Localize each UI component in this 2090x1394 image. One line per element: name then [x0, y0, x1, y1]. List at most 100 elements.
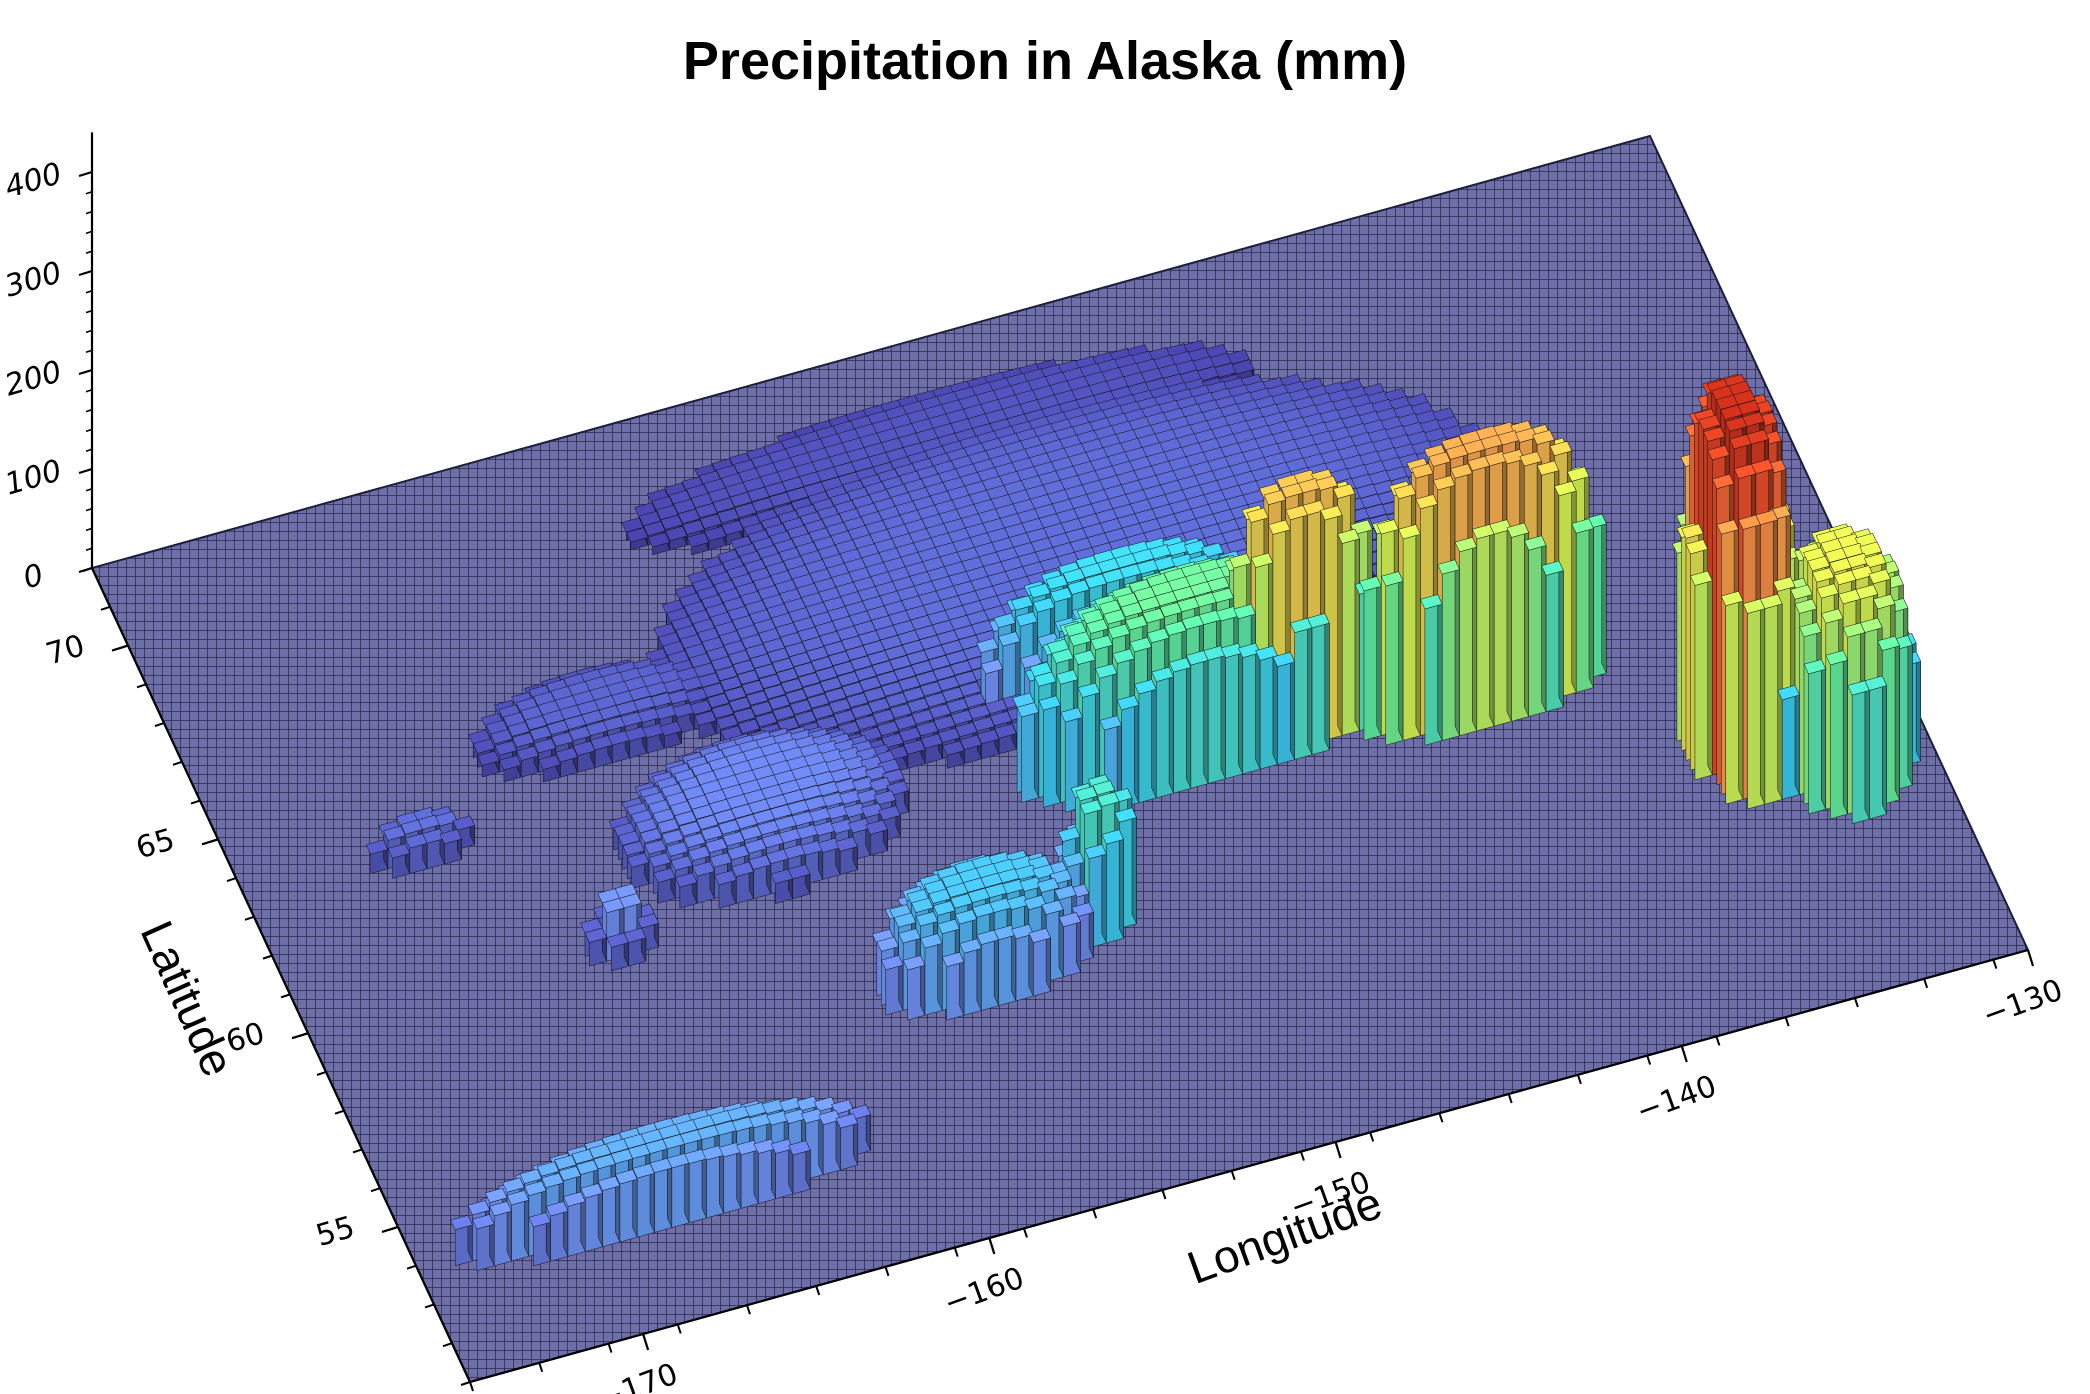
z-minor-tick — [85, 389, 93, 393]
z-minor-tick — [85, 527, 93, 532]
x-minor-tick — [1784, 1016, 1790, 1027]
y-minor-tick — [172, 760, 183, 766]
data-bar — [626, 852, 650, 890]
data-bar — [704, 526, 727, 551]
data-bar — [1058, 912, 1082, 978]
z-minor-tick — [85, 408, 93, 413]
x-tick — [1334, 1141, 1342, 1159]
x-minor-tick — [815, 1285, 821, 1296]
data-bar — [1237, 642, 1261, 775]
x-minor-tick — [1715, 1036, 1721, 1046]
data-bar — [880, 955, 904, 1016]
x-tick — [1680, 1045, 1688, 1063]
z-tick — [78, 269, 93, 277]
z-tick-label: 300 — [1, 255, 66, 304]
data-bar — [1116, 695, 1140, 808]
y-tick — [111, 644, 129, 652]
x-tick — [642, 1333, 650, 1351]
y-minor-tick — [334, 1109, 345, 1115]
data-bar — [835, 1113, 859, 1171]
data-bar — [615, 1169, 638, 1243]
x-minor-tick — [1092, 1208, 1098, 1219]
x-minor-tick — [607, 1343, 613, 1353]
data-bar — [701, 1145, 725, 1219]
data-bar — [1420, 594, 1443, 746]
y-axis-label: Latitude — [131, 913, 245, 1084]
y-minor-tick — [280, 993, 291, 999]
data-bar — [959, 734, 983, 764]
data-bar — [753, 1138, 777, 1204]
z-tick-label: 0 — [19, 557, 47, 596]
data-bar — [692, 861, 715, 904]
data-bar — [1307, 613, 1330, 756]
x-tick — [988, 1237, 996, 1255]
data-bar — [993, 924, 1017, 1007]
data-bar — [642, 723, 665, 754]
data-bar — [653, 867, 676, 904]
data-bar — [748, 854, 772, 899]
data-bar — [625, 527, 649, 551]
data-bar — [1864, 675, 1888, 820]
x-minor-tick — [1369, 1132, 1375, 1142]
x-axis-line — [469, 948, 2029, 1384]
y-minor-tick — [190, 799, 201, 805]
data-bar — [1760, 593, 1783, 805]
x-minor-tick — [1438, 1112, 1444, 1123]
z-tick-label: 400 — [1, 156, 66, 205]
data-bar — [1523, 535, 1547, 717]
data-bar — [1168, 657, 1192, 794]
chart-title: Precipitation in Alaska (mm) — [682, 31, 1408, 91]
y-minor-tick — [262, 954, 273, 960]
y-minor-tick — [370, 1187, 381, 1193]
data-bar — [1720, 590, 1744, 805]
z-tick-label: 100 — [1, 453, 66, 502]
data-bar — [684, 1148, 707, 1224]
z-minor-tick — [85, 230, 93, 235]
data-bar — [787, 864, 811, 900]
x-minor-tick — [884, 1266, 890, 1277]
data-bar — [920, 733, 943, 764]
data-bars — [365, 340, 1922, 1272]
y-minor-tick — [316, 1070, 327, 1076]
data-bar — [472, 1214, 495, 1272]
x-minor-tick — [1230, 1170, 1236, 1181]
x-minor-tick — [676, 1324, 682, 1334]
x-minor-tick — [1023, 1228, 1028, 1238]
data-bar — [1690, 570, 1713, 781]
data-bar — [506, 1190, 530, 1262]
data-bar — [1454, 537, 1478, 737]
x-tick-label: −130 — [1978, 973, 2067, 1034]
y-tick — [381, 1225, 399, 1234]
z-minor-tick — [85, 547, 93, 551]
data-bar — [632, 1163, 655, 1238]
y-minor-tick — [352, 1148, 363, 1154]
data-bar — [718, 1142, 742, 1214]
data-bar — [1489, 519, 1512, 727]
data-bar — [563, 1191, 586, 1257]
data-bar — [1359, 576, 1382, 741]
x-minor-tick — [746, 1304, 751, 1315]
data-bar — [624, 726, 648, 759]
data-bar — [597, 1175, 621, 1248]
y-minor-tick — [442, 1342, 453, 1348]
z-minor-tick — [85, 488, 93, 492]
x-tick — [2026, 949, 2035, 967]
data-bar — [580, 1183, 603, 1252]
z-minor-tick — [85, 428, 93, 433]
y-minor-tick — [244, 915, 255, 921]
data-bar — [1571, 518, 1594, 693]
y-tick — [291, 1032, 309, 1040]
data-bar — [1028, 927, 1051, 997]
data-bar — [590, 735, 613, 768]
data-bar — [902, 955, 926, 1021]
data-bar — [1337, 528, 1360, 736]
data-bar — [1038, 695, 1062, 808]
x-minor-tick — [1299, 1151, 1305, 1161]
data-bar — [1398, 524, 1421, 741]
data-bar — [694, 710, 717, 740]
x-minor-tick — [1923, 978, 1929, 989]
data-bar — [788, 1140, 811, 1195]
data-bar — [976, 929, 1000, 1011]
data-bar — [516, 745, 539, 778]
